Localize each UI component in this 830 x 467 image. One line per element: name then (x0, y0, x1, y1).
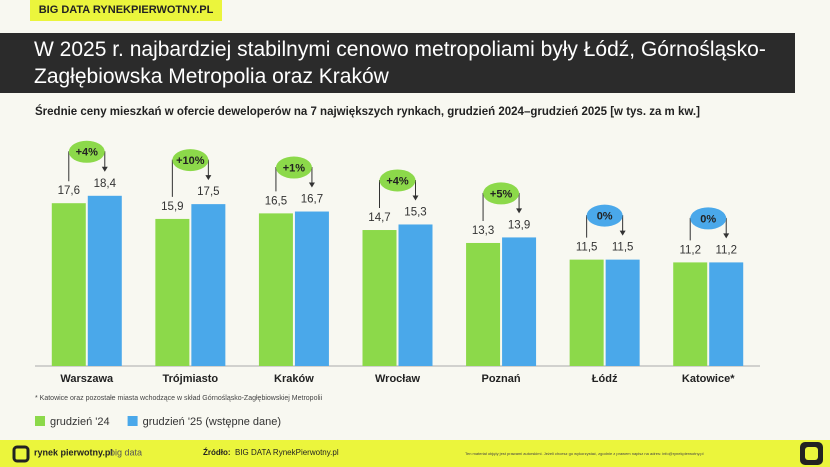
change-label: +1% (283, 162, 306, 174)
change-badge (275, 156, 312, 179)
legend-label: grudzień '25 (wstępne dane) (143, 416, 281, 428)
legend-label: grudzień '24 (50, 416, 110, 428)
bar (87, 195, 122, 366)
change-badge (172, 149, 209, 172)
value-label: 16,5 (265, 195, 287, 207)
x-tick-label: Katowice* (682, 373, 735, 385)
value-label: 14,7 (368, 212, 390, 224)
value-label: 13,3 (472, 225, 494, 237)
value-label: 15,3 (404, 207, 426, 219)
change-label: 0% (700, 213, 716, 225)
legend-swatch (35, 416, 45, 426)
corner-icon-inner (805, 447, 818, 460)
value-label: 16,7 (301, 194, 323, 206)
change-arrow (619, 230, 626, 236)
bar (191, 204, 226, 366)
change-arrow (308, 182, 315, 188)
x-tick-label: Wrocław (375, 373, 420, 385)
source-label: Źródło: (203, 448, 231, 457)
logo-sub: big data (110, 447, 142, 457)
value-label: 11,5 (576, 242, 598, 254)
bar (362, 230, 397, 366)
bar (398, 224, 433, 366)
logo-icon (12, 445, 30, 463)
change-label: +10% (176, 155, 205, 167)
x-tick-label: Łódź (592, 373, 618, 385)
bar (569, 259, 604, 366)
bar (466, 242, 501, 366)
header-tag: BIG DATA RYNEKPIERWOTNY.PL (30, 0, 222, 21)
bar (258, 213, 293, 366)
bar (294, 211, 329, 366)
bar (502, 237, 537, 366)
change-arrow (516, 208, 523, 214)
bar (673, 262, 708, 366)
change-arrow (101, 166, 108, 172)
change-badge (68, 140, 105, 163)
value-label: 17,6 (58, 185, 80, 197)
change-arrow (723, 233, 730, 239)
value-label: 13,9 (508, 219, 530, 231)
change-badge (483, 182, 520, 205)
chart-title: W 2025 r. najbardziej stabilnymi cenowo … (0, 33, 795, 93)
source: BIG DATA RynekPierwotny.pl (235, 448, 339, 457)
value-label: 11,2 (679, 244, 701, 256)
chart-subtitle: Średnie ceny mieszkań w ofercie dewelope… (35, 106, 700, 118)
bar (709, 262, 744, 366)
footer-band (0, 440, 830, 467)
value-label: 17,5 (197, 186, 219, 198)
bar (605, 259, 640, 366)
legend-swatch (127, 416, 138, 426)
x-tick-label: Kraków (274, 373, 314, 385)
x-tick-label: Poznań (482, 373, 521, 385)
value-label: 15,9 (161, 201, 183, 213)
change-label: +5% (490, 188, 513, 200)
change-label: +4% (76, 147, 99, 159)
value-label: 18,4 (94, 178, 117, 190)
value-label: 11,5 (612, 242, 634, 254)
change-arrow (412, 195, 419, 201)
disclaimer: Ten materiał objęty jest prawami autorsk… (465, 451, 704, 456)
bar (155, 218, 190, 366)
x-tick-label: Warszawa (60, 373, 114, 385)
change-arrow (205, 175, 212, 181)
change-badge (586, 204, 623, 227)
change-label: 0% (597, 211, 613, 223)
bar (51, 203, 86, 366)
change-label: +4% (386, 175, 409, 187)
change-badge (690, 207, 727, 230)
change-badge (379, 169, 416, 192)
x-tick-label: Trójmiasto (163, 373, 219, 385)
footnote: * Katowice oraz pozostałe miasta wchodzą… (35, 395, 323, 402)
logo: rynek pierwotny.pl (34, 447, 113, 457)
value-label: 11,2 (715, 244, 737, 256)
